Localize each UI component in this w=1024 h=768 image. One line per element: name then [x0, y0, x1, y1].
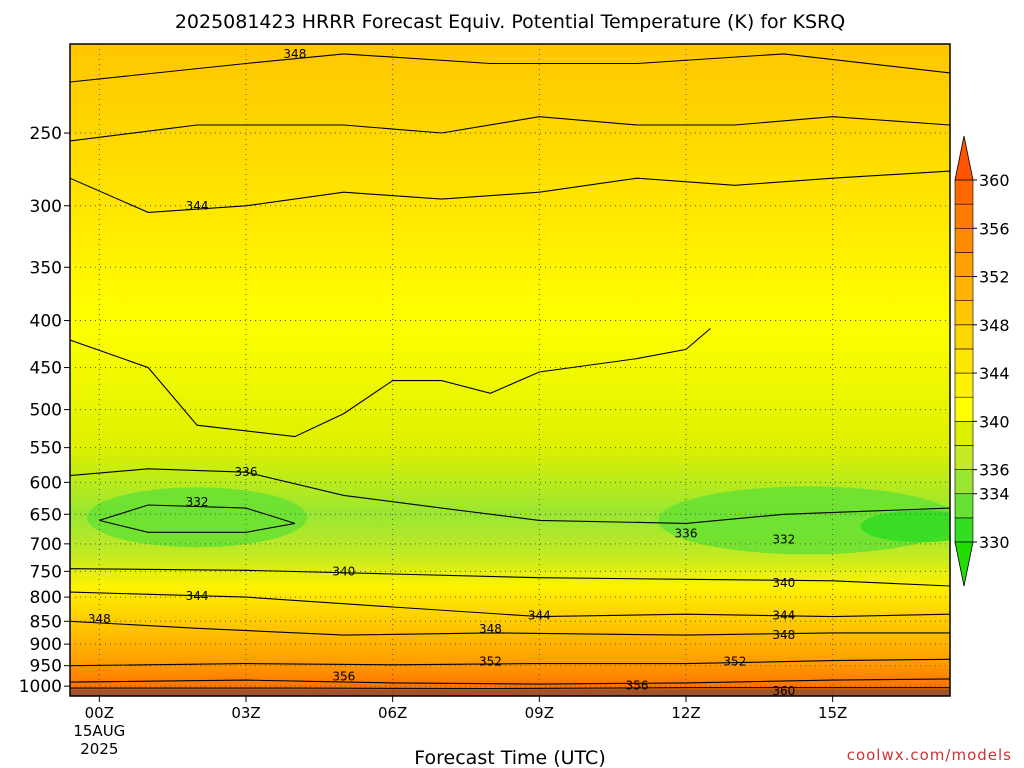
chart-title: 2025081423 HRRR Forecast Equiv. Potentia… [175, 11, 845, 33]
colorbar-swatch [954, 372, 974, 398]
y-tick-label: 850 [30, 612, 62, 632]
y-tick-label: 900 [30, 635, 62, 655]
contour-label: 352 [723, 654, 746, 668]
contour-label: 332 [772, 532, 795, 546]
x-tick-date: 15AUG [73, 722, 125, 740]
colorbar-label: 352 [979, 268, 1010, 287]
y-tick-label: 1000 [19, 677, 62, 697]
contour-label: 348 [88, 612, 111, 626]
contour-label: 340 [332, 564, 355, 578]
colorbar-extend-min [954, 541, 974, 587]
colorbar-label: 334 [979, 485, 1010, 504]
colorbar-swatch [954, 348, 974, 374]
contour-label: 344 [186, 589, 209, 603]
contour-label: 344 [186, 199, 209, 213]
contour-label: 336 [235, 465, 258, 479]
x-tick-label: 00Z [85, 704, 114, 722]
colorbar-swatch [954, 227, 974, 253]
low-theta-core [860, 510, 950, 543]
contour-label: 352 [479, 654, 502, 668]
plot-frame [69, 43, 951, 697]
contour-line-360 [70, 687, 950, 690]
contour-label: 340 [772, 576, 795, 590]
contour-label: 348 [283, 47, 306, 61]
colorbar: 330 334 336 340 344 348 352 356 360 [954, 135, 1010, 587]
colorbar-swatch [954, 469, 974, 495]
contour-line-352 [70, 658, 950, 667]
colorbar-swatch [954, 396, 974, 422]
colorbar-swatch [954, 324, 974, 350]
y-tick-label: 800 [30, 588, 62, 608]
colorbar-label: 356 [979, 219, 1010, 238]
y-tick-label: 250 [30, 124, 62, 144]
x-tick-label: 09Z [525, 704, 554, 722]
y-tick-label: 500 [30, 401, 62, 421]
y-tick-label: 450 [30, 359, 62, 379]
y-tick-label: 700 [30, 535, 62, 555]
y-tick-label: 650 [30, 505, 62, 525]
colorbar-label: 336 [979, 461, 1010, 480]
contour-label: 348 [479, 622, 502, 636]
contour-label: 356 [626, 678, 649, 692]
gridlines [70, 44, 950, 696]
colorbar-swatch [954, 276, 974, 301]
x-tick-label: 03Z [231, 704, 260, 722]
low-theta-core [658, 486, 950, 555]
x-tick-label: 12Z [671, 704, 700, 722]
y-tick-label: 300 [30, 197, 62, 217]
colorbar-swatch [954, 252, 974, 277]
colorbar-swatch [954, 421, 974, 446]
contour-line-340 [70, 328, 711, 438]
y-tick-label: 950 [30, 657, 62, 677]
contour-line-348 [70, 620, 950, 636]
x-tick-label: 15Z [818, 704, 847, 722]
colorbar-swatch [954, 179, 974, 205]
contour-label: 336 [675, 526, 698, 540]
contour-label: 356 [332, 669, 355, 683]
low-theta-core [87, 487, 308, 548]
y-axis-ticks: 250 300 350 400 450 500 550 600 650 700 750 800 850 9… [19, 124, 70, 697]
x-tick-year: 2025 [80, 740, 118, 758]
contour-label: 348 [772, 628, 795, 642]
y-tick-label: 550 [30, 439, 62, 459]
y-tick-label: 400 [30, 312, 62, 332]
contour-line-344 [70, 591, 950, 618]
colorbar-swatch [954, 517, 974, 543]
colorbar-label: 340 [979, 412, 1010, 431]
contour-line-344 [70, 170, 950, 213]
field-background [70, 44, 950, 696]
colorbar-swatch [954, 493, 974, 519]
y-tick-label: 750 [30, 562, 62, 582]
contour-line-336 [70, 468, 950, 524]
colorbar-label: 360 [979, 171, 1010, 190]
contour-label: 344 [528, 609, 551, 623]
colorbar-label: 344 [979, 364, 1010, 383]
contour-label: 332 [186, 495, 209, 509]
y-tick-label: 350 [30, 258, 62, 278]
contour-line-340 [70, 568, 950, 587]
surface-layer [70, 689, 950, 696]
contour-label: 360 [772, 684, 795, 698]
colorbar-extend-max [954, 135, 974, 181]
contour-line-332 [99, 504, 296, 533]
colorbar-label: 330 [979, 533, 1010, 552]
colorbar-swatch [954, 300, 974, 326]
contour-line-348 [70, 53, 950, 83]
contour-line-346 [70, 116, 950, 142]
y-tick-label: 600 [30, 473, 62, 493]
plot-area [70, 44, 950, 696]
x-axis-label: Forecast Time (UTC) [414, 747, 605, 768]
contour-lines: 360 356 356 352 352 348 348 348 344 344 344 340 340 3… [70, 47, 950, 698]
contour-line-356 [70, 678, 950, 685]
contour-label: 344 [772, 609, 795, 623]
colorbar-label: 348 [979, 316, 1010, 335]
x-tick-label: 06Z [378, 704, 407, 722]
credit-text: coolwx.com/models [847, 746, 1012, 764]
colorbar-swatch [954, 203, 974, 229]
colorbar-swatch [954, 445, 974, 470]
